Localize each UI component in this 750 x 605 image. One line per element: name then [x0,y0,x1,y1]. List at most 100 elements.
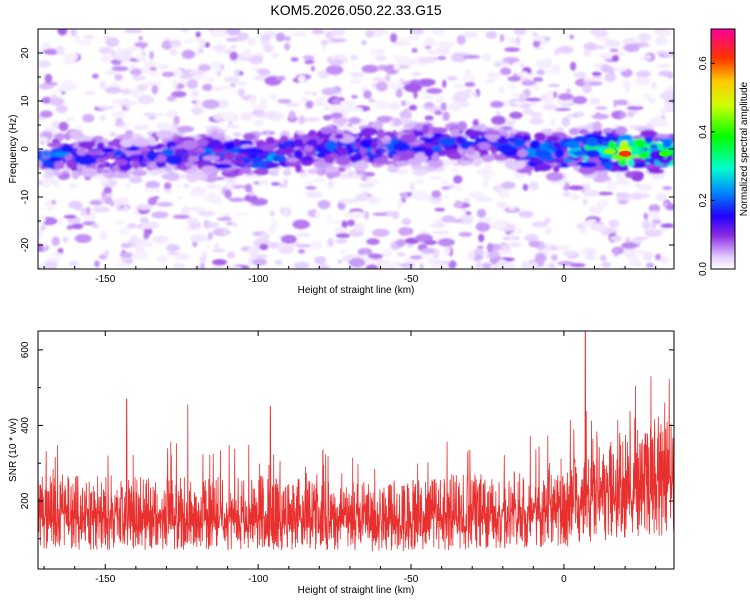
heatmap-cell [275,148,288,156]
heatmap-cell [336,121,345,127]
heatmap-cell [232,138,241,148]
heatmap-cell [243,132,256,141]
heatmap-cell [115,117,123,125]
heatmap-cell [432,230,450,235]
heatmap-cell [225,124,241,129]
heatmap-cell [660,91,674,101]
heatmap-cell [531,221,549,228]
heatmap-cell [192,192,204,197]
heatmap-cell [322,44,327,49]
heatmap-cell [353,160,369,171]
heatmap-cell [258,179,271,186]
heatmap-cell [281,234,297,244]
heatmap-cell [132,160,140,170]
heatmap-cell [660,223,674,228]
heatmap-cell [442,79,447,88]
heatmap-cell [196,138,209,147]
heatmap-cell [638,151,649,159]
heatmap-cell [340,250,346,254]
heatmap-cell [91,223,100,229]
heatmap-cell [499,67,512,76]
heatmap-cell [253,75,267,81]
colorbar-axis: 0.0 0.2 0.4 0.6 Normalized spectral amplitud… [698,56,750,276]
heatmap-cell [101,169,111,174]
heatmap-cell [491,115,506,126]
heatmap-cell [339,198,354,204]
heatmap-cell [366,238,380,246]
heatmap-cell [233,223,238,227]
heatmap-cell [619,111,625,119]
heatmap-cell [42,179,52,188]
heatmap-cell [149,50,155,60]
heatmap-cell [234,69,240,77]
heatmap-cell [311,92,318,96]
x-tick-label: -50 [404,274,419,285]
heatmap-cell [224,189,232,199]
heatmap-cell [332,117,350,125]
heatmap-cell [451,219,464,223]
heatmap-cell [419,263,424,269]
heatmap-cell [187,148,197,156]
heatmap-cell [468,251,475,261]
heatmap-cell [74,234,92,243]
chart-title: KOM5.2026.050.22.33.G15 [270,2,441,18]
heatmap-cell [113,200,124,205]
heatmap-cell [579,221,592,226]
heatmap-cell [608,140,615,150]
heatmap-cell [658,70,674,77]
heatmap-cell [629,193,644,200]
heatmap-cell [434,207,446,212]
heatmap-cell [247,246,261,255]
heatmap-cell [46,142,64,148]
heatmap-cell [204,42,210,48]
heatmap-cell [657,143,664,150]
heatmap-cell [119,252,134,258]
heatmap-cell [260,41,271,46]
heatmap-cell [126,223,138,229]
heatmap-peak [619,150,632,157]
heatmap-cell [56,132,65,142]
snr-axes: -150 -100 -50 0 200 400 600 Height of straight … [8,331,674,596]
heatmap-cell [574,112,585,117]
heatmap-cell [199,255,207,264]
heatmap-cell [303,91,312,95]
heatmap-cell [288,110,296,119]
heatmap-cell [38,243,44,252]
heatmap-cell [252,258,267,266]
heatmap-cell [38,215,46,225]
heatmap-cell [349,78,361,85]
heatmap-cell [515,71,529,77]
heatmap-cell [595,106,608,110]
heatmap-cell [553,165,560,173]
heatmap-cell [265,132,271,137]
heatmap-cell [608,219,620,228]
heatmap-cell [151,84,159,95]
heatmap-cell [398,226,411,236]
heatmap-cell [407,244,414,248]
heatmap-cell [39,140,45,145]
heatmap-cell [549,263,555,269]
heatmap-cell [430,127,448,134]
heatmap-cell [450,129,461,137]
heatmap-cell [532,157,544,164]
heatmap-cell [427,49,438,55]
heatmap-cell [62,236,69,243]
heatmap-cell [284,103,301,107]
heatmap-cell [409,182,415,191]
y-tick-label: 0 [20,146,31,152]
heatmap-cell [589,205,604,215]
heatmap-cell [104,196,113,205]
heatmap-cell [292,219,310,230]
heatmap-cell [484,251,489,256]
heatmap-cell [176,125,195,133]
heatmap-cell [599,53,613,60]
heatmap-cell [279,183,284,188]
heatmap-cell [583,49,591,58]
heatmap-cell [617,200,629,205]
heatmap-cell [293,149,304,159]
heatmap-cell [252,119,265,126]
heatmap-cell [348,117,361,125]
heatmap-cell [68,183,78,188]
heatmap-cell [99,47,113,55]
heatmap-cell [92,73,99,79]
